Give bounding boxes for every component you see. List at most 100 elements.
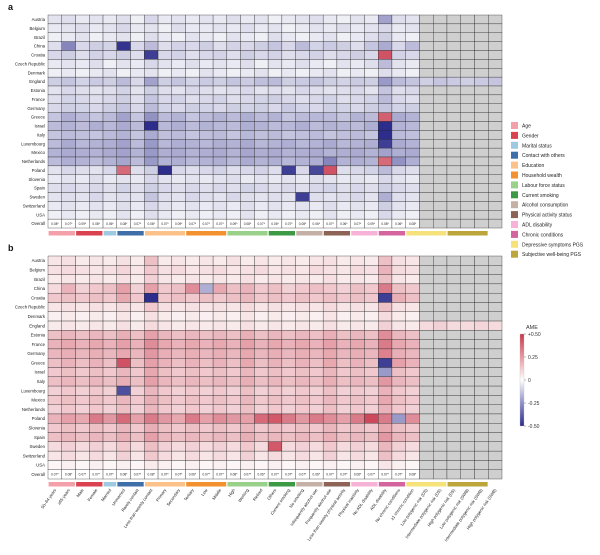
- heatmap-cell: [226, 50, 241, 60]
- heatmap-cell: [254, 358, 269, 368]
- heatmap-cell: [350, 292, 365, 303]
- heatmap-cell: [391, 423, 406, 433]
- heatmap-cell: [171, 423, 186, 433]
- heatmap-cell: [240, 210, 255, 220]
- heatmap-cell: [171, 330, 186, 340]
- row-label: England: [29, 79, 45, 84]
- heatmap-cell: [47, 283, 62, 294]
- heatmap-cell: [446, 14, 461, 25]
- heatmap-cell: [144, 192, 159, 202]
- heatmap-cell: [267, 103, 283, 113]
- heatmap-cell: [281, 147, 296, 158]
- heatmap-cell: [281, 441, 296, 452]
- heatmap-cell: [364, 139, 379, 149]
- row-label: Czech Republic: [15, 61, 46, 66]
- heatmap-cell: [116, 441, 131, 452]
- heatmap-cell: [295, 192, 310, 202]
- heatmap-cell: [102, 76, 117, 87]
- colorbar-title: AME: [526, 325, 538, 331]
- heatmap-cell: [364, 192, 379, 202]
- heatmap-cell: [364, 330, 379, 340]
- heatmap-cell: [130, 460, 145, 470]
- heatmap-cell: [47, 311, 62, 322]
- heatmap-cell: [378, 358, 393, 368]
- heatmap-cell: [433, 339, 448, 350]
- heatmap-cell: [391, 395, 406, 405]
- heatmap-cell: [405, 112, 420, 122]
- heatmap-cell: [267, 385, 283, 396]
- heatmap-cell: [102, 367, 117, 377]
- heatmap-cell: [474, 147, 489, 158]
- heatmap-cell: [364, 23, 379, 33]
- heatmap-cell: [391, 76, 406, 87]
- heatmap-cell: [391, 85, 406, 96]
- heatmap-cell: [460, 165, 475, 175]
- heatmap-cell: [474, 121, 489, 131]
- heatmap-cell: [116, 23, 131, 33]
- heatmap-cell: [199, 404, 214, 415]
- heatmap-cell: [61, 147, 76, 158]
- heatmap-cell: [309, 413, 324, 424]
- heatmap-cell: [185, 255, 200, 266]
- heatmap-cell: [446, 274, 461, 285]
- heatmap-cell: [254, 32, 269, 42]
- heatmap-cell: [474, 320, 489, 331]
- heatmap-cell: [446, 330, 461, 340]
- heatmap-cell: [102, 283, 117, 294]
- heatmap-cell: [405, 358, 420, 368]
- heatmap-cell: [212, 103, 228, 113]
- heatmap-cell: [460, 210, 475, 220]
- heatmap-cell: [130, 192, 145, 202]
- heatmap-cell: [144, 50, 159, 60]
- heatmap-cell: [144, 292, 159, 303]
- heatmap-cell: [336, 358, 351, 368]
- heatmap-cell: [474, 292, 489, 303]
- heatmap-cell: [433, 130, 448, 140]
- heatmap-cell: [116, 59, 131, 69]
- heatmap-cell: [47, 23, 62, 33]
- legend-swatch: [511, 141, 518, 149]
- heatmap-cell: [446, 210, 461, 220]
- overall-value-label: 0.07*: [216, 222, 224, 226]
- heatmap-cell: [405, 14, 420, 25]
- heatmap-cell: [419, 450, 434, 461]
- x-tick-label: Working: [237, 487, 250, 503]
- heatmap-cell: [226, 367, 241, 377]
- heatmap-cell: [226, 283, 241, 294]
- heatmap-cell: [240, 50, 255, 60]
- heatmap-cell: [171, 32, 186, 42]
- heatmap-cell: [116, 460, 131, 470]
- heatmap-cell: [295, 385, 310, 396]
- heatmap-cell: [446, 302, 461, 312]
- heatmap-cell: [378, 32, 393, 42]
- heatmap-cell: [474, 50, 489, 60]
- heatmap-cell: [378, 292, 393, 303]
- overall-value-label: 0.08*: [120, 473, 128, 477]
- heatmap-cell: [378, 385, 393, 396]
- heatmap-cell: [171, 358, 186, 368]
- heatmap-cell: [240, 274, 255, 285]
- heatmap-cell: [61, 395, 76, 405]
- colorbar-tick-label: -0.50: [528, 424, 540, 430]
- heatmap-cell: [61, 460, 76, 470]
- heatmap-cell: [75, 121, 90, 131]
- heatmap-cell: [240, 283, 255, 294]
- heatmap-cell: [89, 283, 104, 294]
- heatmap-cell: [405, 283, 420, 294]
- heatmap-cell: [89, 76, 104, 87]
- heatmap-cell: [254, 68, 269, 78]
- heatmap-cell: [254, 432, 269, 443]
- heatmap-cell: [212, 274, 228, 285]
- heatmap-cell: [433, 469, 448, 480]
- heatmap-cell: [281, 460, 296, 470]
- heatmap-cell: [460, 292, 475, 303]
- heatmap-cell: [89, 302, 104, 312]
- heatmap-cell: [433, 210, 448, 220]
- heatmap-cell: [61, 32, 76, 42]
- heatmap-cell: [419, 413, 434, 424]
- heatmap-cell: [474, 441, 489, 452]
- heatmap-cell: [350, 112, 365, 122]
- heatmap-cell: [144, 460, 159, 470]
- heatmap-cell: [116, 76, 131, 87]
- heatmap-cell: [405, 385, 420, 396]
